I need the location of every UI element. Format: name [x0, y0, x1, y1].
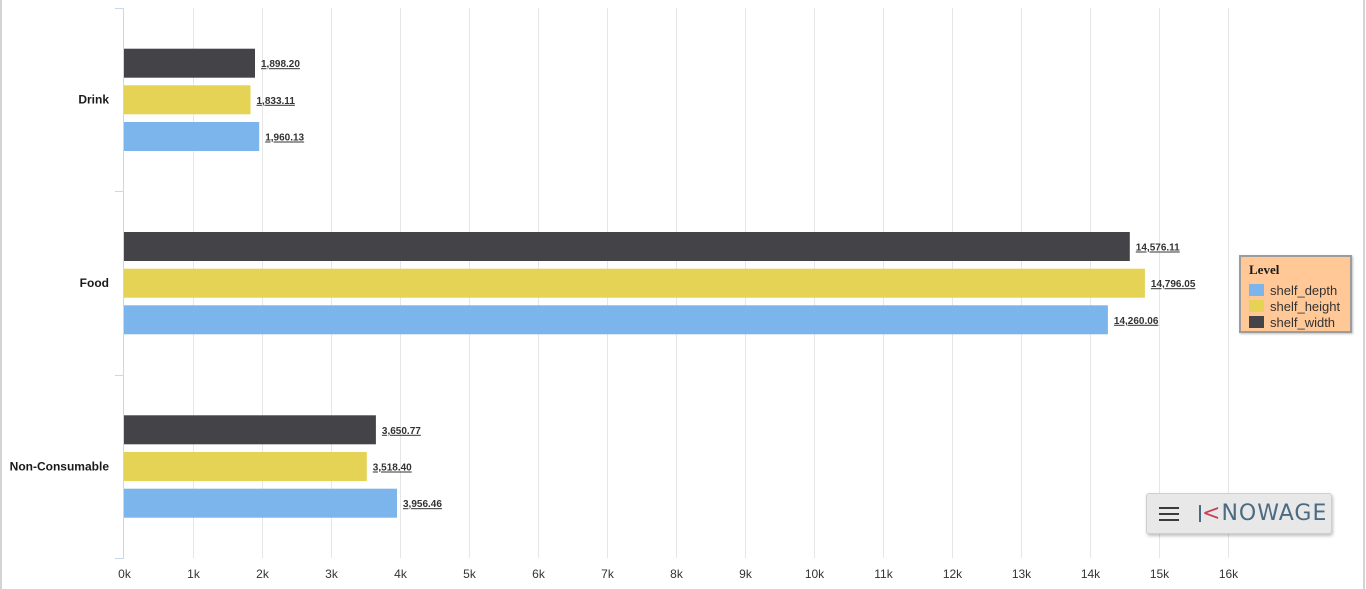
- logo-text: NOWAGE: [1221, 501, 1328, 526]
- data-label: 14,576.11: [1136, 243, 1180, 254]
- data-label: 14,260.06: [1114, 316, 1159, 327]
- category-label: Non-Consumable: [10, 459, 110, 473]
- bar-shelf_height[interactable]: [124, 452, 367, 481]
- data-label: 1,833.11: [257, 96, 296, 107]
- data-label: 3,956.46: [403, 499, 442, 510]
- data-labels: 1,898.20 1,833.11 1,960.13 14,576.11 14,796.…: [257, 59, 1196, 510]
- category-label: Drink: [78, 93, 109, 107]
- category-axis: [115, 8, 124, 559]
- bar-shelf_width[interactable]: [124, 415, 376, 445]
- legend-item-shelf-depth[interactable]: shelf_depth: [1249, 282, 1350, 298]
- data-label: 1,898.20: [261, 59, 300, 70]
- legend-swatch: [1249, 316, 1264, 328]
- data-label: 14,796.05: [1151, 279, 1196, 290]
- x-tick-label: 12k: [943, 567, 963, 581]
- bar-shelf_height[interactable]: [124, 268, 1145, 298]
- chart-legend: Level shelf_depth shelf_height shelf_wid…: [1239, 255, 1352, 333]
- x-tick-label: 15k: [1150, 567, 1170, 581]
- data-label: 3,518.40: [373, 463, 412, 474]
- x-axis-ticks: 0k 1k 2k 3k 4k 5k 6k 7k 8k 9k 10k 11k 12k 13k 14k 15k 16…: [118, 567, 1239, 581]
- page-right-border: [1363, 0, 1365, 589]
- x-tick-label: 8k: [670, 567, 684, 581]
- x-tick-label: 0k: [118, 567, 132, 581]
- data-label: 1,960.13: [265, 133, 304, 144]
- x-tick-label: 16k: [1219, 567, 1239, 581]
- x-tick-label: 7k: [601, 567, 615, 581]
- x-tick-label: 1k: [187, 567, 201, 581]
- x-tick-label: 5k: [463, 567, 477, 581]
- bar-shelf_height[interactable]: [124, 85, 251, 115]
- bar-shelf_width[interactable]: [124, 232, 1130, 261]
- brand-toolbar: < NOWAGE: [1146, 493, 1332, 534]
- bar-shelf_depth[interactable]: [124, 122, 260, 151]
- legend-item-shelf-width[interactable]: shelf_width: [1249, 314, 1350, 330]
- legend-title: Level: [1249, 262, 1280, 277]
- logo-k-bar: [1199, 505, 1201, 522]
- bar-series: [124, 48, 1145, 518]
- logo-k-arms: <: [1202, 501, 1222, 526]
- knowage-logo: < NOWAGE: [1199, 501, 1327, 526]
- legend-swatch: [1249, 284, 1264, 296]
- x-tick-label: 6k: [532, 567, 546, 581]
- bar-shelf_width[interactable]: [124, 48, 255, 78]
- data-label: 3,650.77: [382, 426, 421, 437]
- x-tick-label: 9k: [739, 567, 753, 581]
- category-labels: Drink Food Non-Consumable: [10, 93, 110, 474]
- legend-label: shelf_depth: [1270, 282, 1338, 298]
- hamburger-menu-icon[interactable]: [1159, 506, 1179, 521]
- x-tick-label: 13k: [1012, 567, 1032, 581]
- legend-label: shelf_height: [1270, 298, 1341, 314]
- legend-label: shelf_width: [1270, 314, 1336, 330]
- bar-shelf_depth[interactable]: [124, 305, 1108, 335]
- x-tick-label: 4k: [394, 567, 408, 581]
- category-label: Food: [80, 276, 109, 290]
- x-tick-label: 11k: [874, 567, 893, 581]
- legend-swatch: [1249, 300, 1264, 312]
- x-tick-label: 10k: [805, 567, 825, 581]
- x-tick-label: 3k: [325, 567, 339, 581]
- legend-item-shelf-height[interactable]: shelf_height: [1249, 298, 1350, 314]
- x-tick-label: 14k: [1081, 567, 1101, 581]
- page-left-border: [0, 0, 2, 589]
- bar-shelf_depth[interactable]: [124, 488, 397, 518]
- x-tick-label: 2k: [256, 567, 270, 581]
